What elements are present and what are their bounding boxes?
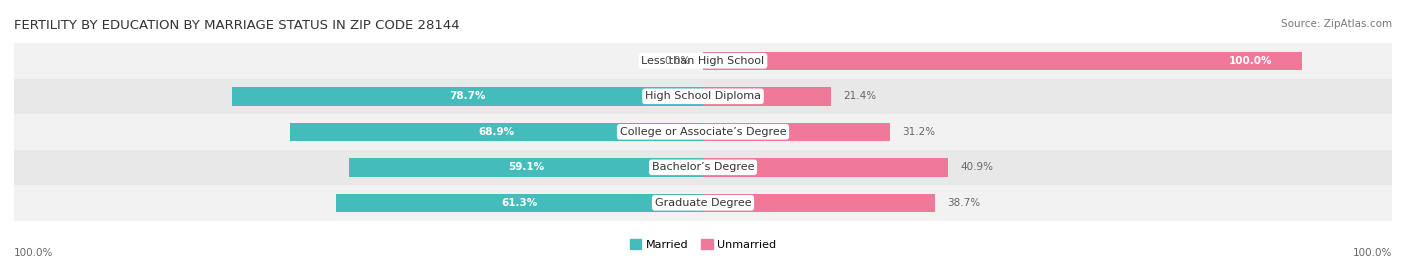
Text: Less than High School: Less than High School [641, 56, 765, 66]
Bar [14, 114, 1392, 150]
Bar [14, 150, 1392, 185]
Text: 21.4%: 21.4% [844, 91, 876, 101]
Text: 59.1%: 59.1% [508, 162, 544, 172]
Text: 100.0%: 100.0% [1229, 56, 1272, 66]
Text: 61.3%: 61.3% [502, 198, 537, 208]
Text: 31.2%: 31.2% [901, 127, 935, 137]
Bar [14, 185, 1392, 221]
Text: Bachelor’s Degree: Bachelor’s Degree [652, 162, 754, 172]
Bar [703, 52, 1302, 70]
Bar [336, 194, 703, 212]
Text: 100.0%: 100.0% [14, 248, 53, 258]
Text: 68.9%: 68.9% [478, 127, 515, 137]
Bar [232, 87, 703, 105]
Text: 38.7%: 38.7% [946, 198, 980, 208]
Legend: Married, Unmarried: Married, Unmarried [626, 234, 780, 254]
Bar [349, 158, 703, 176]
Text: 78.7%: 78.7% [449, 91, 485, 101]
Bar [703, 87, 831, 105]
Text: FERTILITY BY EDUCATION BY MARRIAGE STATUS IN ZIP CODE 28144: FERTILITY BY EDUCATION BY MARRIAGE STATU… [14, 19, 460, 32]
Text: 0.0%: 0.0% [665, 56, 690, 66]
Text: 40.9%: 40.9% [960, 162, 993, 172]
Text: Source: ZipAtlas.com: Source: ZipAtlas.com [1281, 19, 1392, 29]
Bar [703, 194, 935, 212]
Bar [703, 158, 948, 176]
Text: College or Associate’s Degree: College or Associate’s Degree [620, 127, 786, 137]
Bar [14, 43, 1392, 79]
Text: Graduate Degree: Graduate Degree [655, 198, 751, 208]
Bar [290, 123, 703, 141]
Bar [703, 123, 890, 141]
Text: 100.0%: 100.0% [1353, 248, 1392, 258]
Text: High School Diploma: High School Diploma [645, 91, 761, 101]
Bar [14, 79, 1392, 114]
